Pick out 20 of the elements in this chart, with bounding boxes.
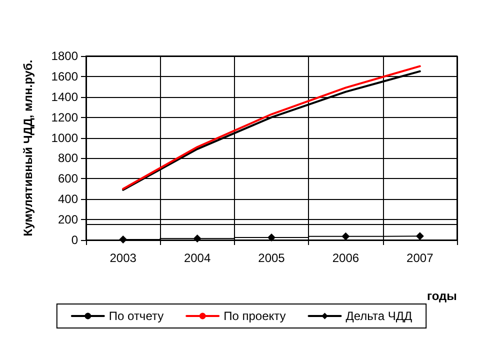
y-tick-label: 1400 (51, 90, 78, 104)
x-axis-title: годы (427, 289, 457, 303)
legend-label: По проекту (224, 309, 286, 323)
y-tick-label: 1000 (51, 130, 78, 145)
y-axis-title: Кумулятивный ЧДД, млн.руб. (21, 60, 35, 236)
legend-label: По отчету (108, 309, 164, 323)
x-tick-label: 2007 (406, 251, 434, 265)
x-tick-label: 2004 (184, 251, 211, 265)
y-tick-label: 800 (58, 151, 78, 166)
y-tick-label: 1600 (51, 69, 78, 84)
y-tick-label: 400 (58, 192, 78, 206)
y-tick-label: 1800 (51, 49, 78, 63)
x-tick-label: 2006 (332, 251, 360, 265)
x-tick-label: 2005 (258, 251, 286, 265)
y-tick-label: 200 (58, 212, 78, 227)
y-tick-label: 1200 (51, 110, 78, 124)
legend-label: Дельта ЧДД (346, 309, 412, 323)
y-tick-label: 0 (71, 233, 78, 247)
x-tick-label: 2003 (110, 251, 137, 265)
y-tick-label: 600 (58, 172, 78, 186)
